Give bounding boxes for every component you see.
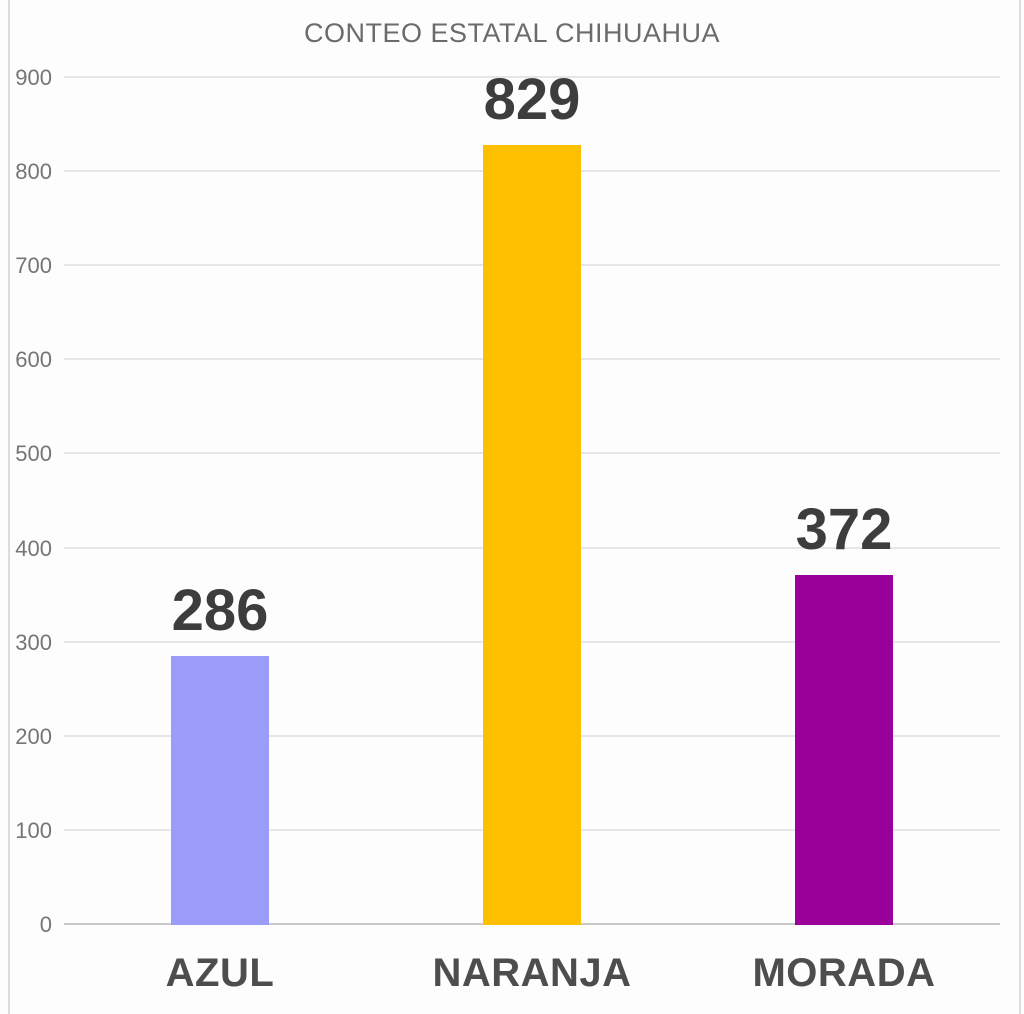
y-axis-tick-label: 700 (15, 253, 52, 279)
y-axis-tick-label: 300 (15, 629, 52, 655)
bar-value-label: 372 (795, 496, 893, 562)
x-axis-category-label: AZUL (165, 951, 275, 995)
category-slot-naranja: 829 NARANJA (376, 70, 688, 995)
plot-area: 0 100 200 300 400 500 600 700 800 900 286 AZUL 829 NA… (15, 65, 1000, 995)
bar-morada (794, 574, 893, 925)
bar-azul (170, 655, 269, 925)
frame-right-edge (1019, 0, 1021, 1014)
bar-value-label: 286 (171, 577, 269, 643)
gridline (64, 76, 1000, 78)
bar-naranja (482, 144, 581, 925)
frame-left-edge (8, 0, 10, 1014)
category-slot-azul: 286 AZUL (64, 78, 376, 995)
y-axis-tick-label: 400 (15, 535, 52, 561)
y-axis-tick-label: 100 (15, 817, 52, 843)
chart-title: CONTEO ESTATAL CHIHUAHUA (303, 18, 721, 48)
bar-value-label: 829 (483, 66, 581, 132)
y-axis-tick-label: 200 (15, 723, 52, 749)
x-axis-category-label: NARANJA (432, 951, 632, 995)
y-axis-tick-label: 500 (15, 441, 52, 467)
y-axis-tick-label: 0 (39, 912, 52, 937)
y-axis-tick-label: 800 (15, 159, 52, 185)
category-slot-morada: 372 MORADA (688, 78, 1000, 995)
y-axis-tick-label: 900 (15, 65, 52, 90)
x-axis-category-label: MORADA (752, 951, 936, 995)
y-axis-tick-label: 600 (15, 347, 52, 373)
